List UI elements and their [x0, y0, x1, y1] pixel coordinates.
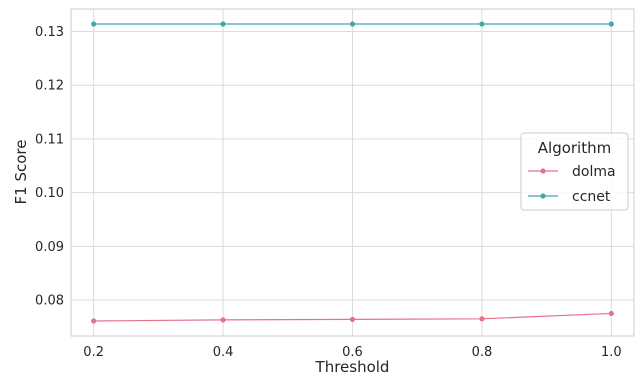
- plot-area-frame: [70, 8, 635, 337]
- data-point-ccnet: [349, 21, 356, 27]
- y-tick-label: 0.11: [35, 132, 64, 147]
- x-tick-label: 0.8: [472, 345, 493, 360]
- y-tick-label: 0.12: [35, 79, 64, 94]
- data-point-ccnet: [608, 21, 614, 27]
- x-tick-label: 0.4: [213, 345, 234, 360]
- x-axis-label: Threshold: [315, 358, 390, 376]
- legend-marker-dolma: [540, 168, 546, 174]
- y-tick-label: 0.10: [35, 186, 64, 201]
- series-layer: [91, 21, 614, 324]
- data-point-ccnet: [479, 21, 485, 27]
- data-point-ccnet: [220, 21, 226, 27]
- data-point-dolma: [220, 317, 226, 323]
- data-point-dolma: [349, 316, 356, 322]
- y-tick-label: 0.09: [35, 240, 64, 255]
- data-point-ccnet: [91, 21, 97, 27]
- legend-title: Algorithm: [538, 139, 611, 157]
- legend-label-dolma: dolma: [572, 164, 616, 180]
- y-tick-label: 0.08: [35, 294, 64, 309]
- x-tick-label: 0.6: [342, 345, 363, 360]
- legend-label-ccnet: ccnet: [572, 189, 611, 205]
- y-tick-label: 0.13: [35, 25, 64, 40]
- data-point-dolma: [479, 316, 485, 322]
- y-axis-label: F1 Score: [12, 140, 30, 205]
- y-axis-ticks: 0.08 0.09 0.10 0.11 0.12 0.13: [35, 25, 64, 308]
- x-tick-label: 1.0: [601, 345, 622, 360]
- legend-items: dolma ccnet: [528, 164, 616, 205]
- legend-box: [520, 132, 629, 211]
- x-axis-ticks: 0.2 0.4 0.6 0.8 1.0: [83, 345, 621, 360]
- data-point-dolma: [91, 318, 97, 324]
- data-point-dolma: [608, 310, 614, 317]
- legend-marker-ccnet: [540, 193, 546, 199]
- x-tick-label: 0.2: [83, 345, 104, 360]
- legend: Algorithm dolma ccnet: [520, 132, 629, 211]
